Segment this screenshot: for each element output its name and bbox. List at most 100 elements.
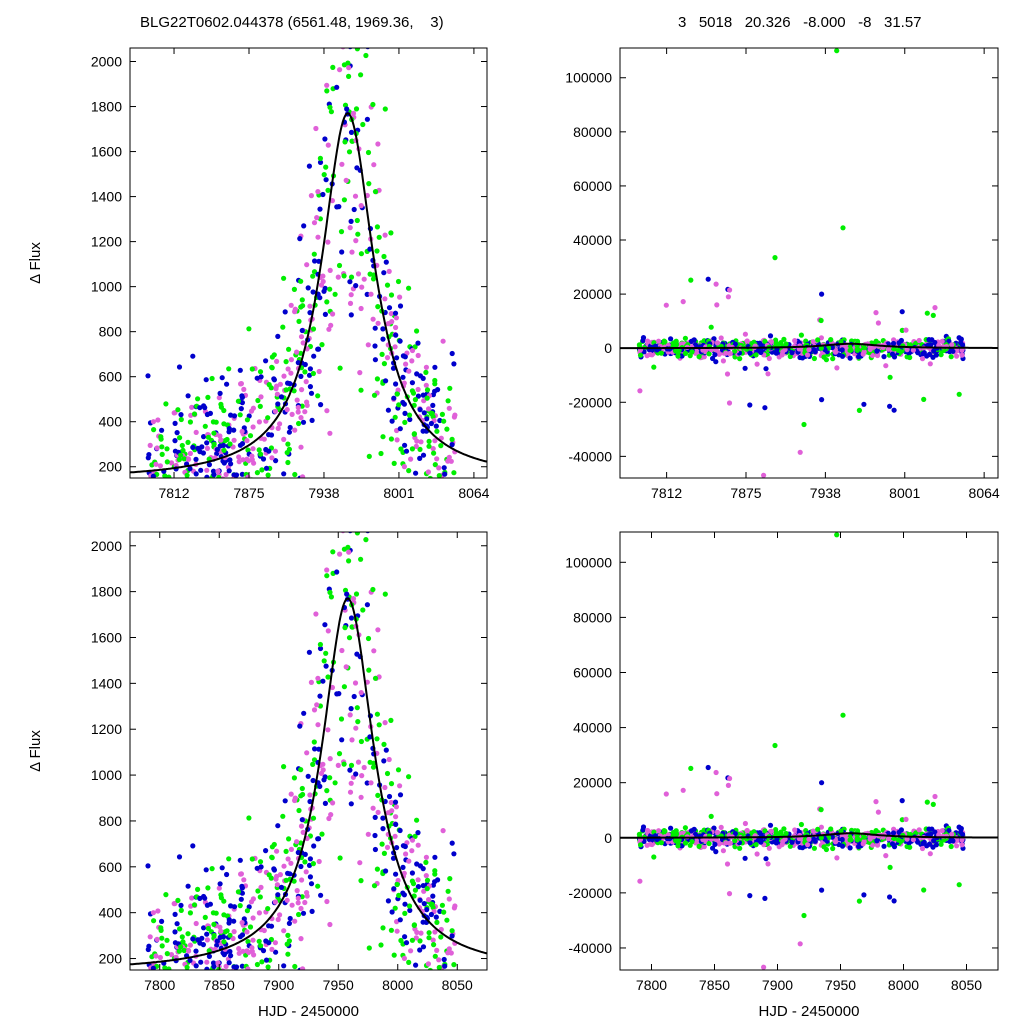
- data-point: [295, 360, 301, 366]
- data-point: [316, 746, 322, 752]
- data-point: [354, 165, 360, 171]
- data-point: [431, 942, 437, 948]
- data-point: [451, 851, 457, 857]
- data-point: [393, 871, 399, 877]
- data-point: [891, 407, 897, 413]
- data-point: [211, 441, 217, 447]
- data-point: [207, 410, 213, 416]
- data-point: [148, 1013, 153, 1018]
- data-point: [209, 375, 215, 382]
- data-point: [295, 900, 301, 906]
- data-point: [155, 908, 161, 914]
- data-point: [176, 973, 181, 978]
- data-point: [389, 909, 395, 915]
- data-point: [440, 338, 446, 344]
- data-point: [423, 873, 429, 879]
- data-point: [221, 460, 227, 466]
- data-point: [904, 347, 910, 353]
- data-point: [150, 965, 156, 970]
- data-point: [180, 939, 186, 945]
- data-point: [226, 496, 231, 501]
- data-point: [875, 809, 882, 815]
- data-point: [286, 836, 292, 842]
- data-point: [351, 693, 357, 700]
- data-point: [334, 569, 340, 575]
- data-point: [354, 48, 360, 52]
- data-point: [318, 282, 325, 288]
- data-point: [409, 446, 415, 452]
- x-tick-label: 7850: [204, 977, 235, 993]
- data-point: [883, 363, 889, 369]
- data-point: [383, 747, 389, 753]
- data-point: [353, 283, 359, 289]
- y-tick-label: 100000: [565, 70, 612, 86]
- data-point: [787, 843, 793, 849]
- data-point: [159, 427, 165, 433]
- right-title: 3 5018 20.326 -8.000 -8 31.57: [678, 14, 922, 31]
- data-point: [302, 361, 308, 368]
- y-tick-label: 40000: [573, 232, 612, 248]
- data-point: [166, 966, 172, 970]
- data-point: [325, 142, 331, 148]
- data-point: [226, 509, 231, 514]
- data-point: [186, 456, 192, 462]
- data-point: [324, 299, 330, 305]
- data-point: [328, 322, 334, 328]
- data-point: [337, 551, 343, 557]
- data-point: [386, 305, 393, 311]
- data-point: [337, 525, 342, 530]
- data-point: [742, 365, 748, 371]
- data-point: [381, 741, 387, 748]
- data-point: [856, 843, 862, 850]
- data-point: [283, 506, 288, 511]
- data-point: [247, 433, 254, 439]
- data-point: [291, 286, 297, 292]
- data-point: [818, 345, 824, 351]
- data-point: [310, 777, 316, 784]
- data-point: [233, 472, 240, 478]
- data-point: [352, 680, 359, 686]
- y-tick-label: 80000: [573, 124, 612, 140]
- data-point: [233, 1020, 238, 1024]
- data-point: [310, 815, 317, 821]
- y-tick-label: -20000: [568, 394, 612, 410]
- data-point: [287, 424, 293, 431]
- data-point: [861, 401, 867, 407]
- data-point: [164, 459, 170, 465]
- data-point: [181, 1017, 186, 1022]
- data-point: [372, 325, 378, 331]
- data-point: [154, 445, 160, 451]
- data-point: [354, 532, 360, 536]
- data-point: [447, 385, 453, 391]
- data-point: [197, 978, 202, 983]
- data-point: [275, 823, 281, 829]
- data-point: [432, 871, 438, 877]
- data-point: [861, 345, 867, 351]
- data-point: [285, 856, 291, 862]
- x-tick-label: 7938: [810, 485, 841, 501]
- data-point: [204, 481, 209, 486]
- data-point: [186, 991, 191, 996]
- data-point: [958, 825, 964, 832]
- data-point: [682, 840, 689, 846]
- data-point: [397, 338, 403, 344]
- data-point: [265, 505, 270, 510]
- data-point: [204, 937, 210, 943]
- data-point: [711, 336, 717, 342]
- data-point: [307, 798, 313, 805]
- data-point: [861, 892, 867, 898]
- data-point: [414, 817, 420, 823]
- data-point: [402, 354, 408, 360]
- data-point: [307, 366, 313, 372]
- data-point: [299, 403, 305, 409]
- data-point: [298, 793, 304, 799]
- data-point: [239, 883, 245, 889]
- data-point: [302, 409, 308, 415]
- data-point: [931, 838, 937, 844]
- panel-bottom-left: 200 400 600 800 1000 1200 1400 1600 1800 2000 7800…: [27, 525, 488, 1024]
- data-point: [263, 848, 269, 854]
- data-point: [222, 438, 228, 444]
- data-point: [692, 342, 699, 348]
- data-point: [298, 334, 305, 340]
- data-point: [651, 364, 657, 370]
